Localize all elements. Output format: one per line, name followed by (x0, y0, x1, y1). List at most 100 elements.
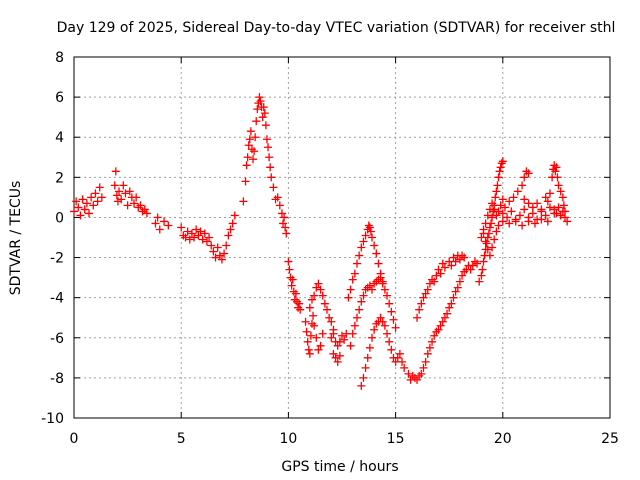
data-point (443, 309, 452, 318)
data-point (250, 147, 259, 156)
data-point (393, 353, 402, 362)
data-point (430, 331, 439, 340)
data-point (383, 329, 392, 338)
data-point (220, 249, 229, 258)
data-point (473, 259, 482, 268)
data-point (241, 177, 250, 186)
data-point (310, 321, 319, 330)
y-tick-label: -10 (41, 411, 64, 427)
data-point (520, 195, 529, 204)
data-point (265, 153, 274, 162)
data-point (353, 313, 362, 322)
data-point (296, 305, 305, 314)
data-point (491, 193, 500, 202)
data-point (533, 199, 542, 208)
data-point (279, 219, 288, 228)
data-point (196, 227, 205, 236)
data-point (372, 319, 381, 328)
data-point (425, 279, 434, 288)
data-point (498, 195, 507, 204)
data-point (370, 241, 379, 250)
data-point (395, 349, 404, 358)
data-point (246, 127, 255, 136)
data-point (76, 211, 85, 220)
data-point (421, 289, 430, 298)
data-point (253, 105, 262, 114)
data-point (365, 343, 374, 352)
data-point (338, 331, 346, 340)
data-point (365, 223, 374, 232)
data-point (370, 279, 379, 288)
data-point (130, 199, 139, 208)
data-point (285, 265, 294, 274)
data-point (164, 221, 173, 230)
data-point (552, 209, 561, 218)
data-point (383, 291, 392, 300)
data-point (242, 161, 251, 170)
data-point (389, 315, 398, 324)
data-point (492, 187, 501, 196)
data-point (335, 351, 344, 360)
data-point (436, 321, 445, 330)
data-point (524, 199, 533, 208)
data-point (413, 375, 422, 384)
data-point (425, 343, 434, 352)
data-point (524, 217, 533, 226)
data-point (458, 271, 467, 280)
data-point (140, 205, 149, 214)
data-point (72, 197, 81, 206)
data-point (449, 253, 458, 262)
data-point (524, 169, 533, 178)
data-point (490, 235, 499, 244)
data-point (543, 197, 552, 206)
data-point (291, 289, 300, 298)
data-point (198, 235, 207, 244)
data-point (466, 265, 475, 274)
data-point (160, 217, 169, 226)
data-point (134, 203, 143, 212)
data-point (312, 333, 321, 342)
data-point (554, 181, 563, 190)
data-point (327, 317, 336, 326)
data-point (309, 311, 318, 320)
data-point (327, 333, 336, 342)
data-point (138, 207, 147, 216)
data-point (78, 195, 87, 204)
data-point (110, 181, 119, 190)
data-point (115, 187, 124, 196)
y-axis-ticks: -10 -8 -6 -4 -2 0 2 4 6 8 (41, 50, 610, 427)
data-point (187, 229, 196, 238)
data-point (259, 103, 268, 112)
data-point (314, 345, 323, 354)
x-tick-label: 25 (601, 431, 619, 447)
x-axis-ticks: 0 5 10 15 20 25 (70, 57, 619, 447)
data-point (428, 275, 437, 284)
data-point (493, 181, 502, 190)
data-point (518, 221, 527, 230)
data-point (117, 195, 126, 204)
data-point (481, 219, 490, 228)
data-point (211, 253, 220, 262)
data-point (505, 219, 514, 228)
data-point (385, 299, 394, 308)
data-point (245, 135, 254, 144)
y-tick-label: -4 (50, 291, 64, 307)
data-point (553, 173, 562, 182)
data-point (451, 257, 460, 266)
data-point (87, 193, 96, 202)
data-point (496, 163, 505, 172)
data-point (483, 211, 492, 220)
axes (73, 56, 611, 419)
data-point (368, 333, 377, 342)
data-point (372, 277, 381, 286)
data-point (387, 307, 396, 316)
x-tick-label: 5 (177, 431, 186, 447)
data-point (179, 231, 188, 240)
data-point (447, 299, 456, 308)
data-point (478, 265, 487, 274)
data-point (95, 183, 104, 192)
data-point (325, 313, 334, 322)
data-point (181, 233, 190, 242)
data-point (368, 233, 377, 242)
